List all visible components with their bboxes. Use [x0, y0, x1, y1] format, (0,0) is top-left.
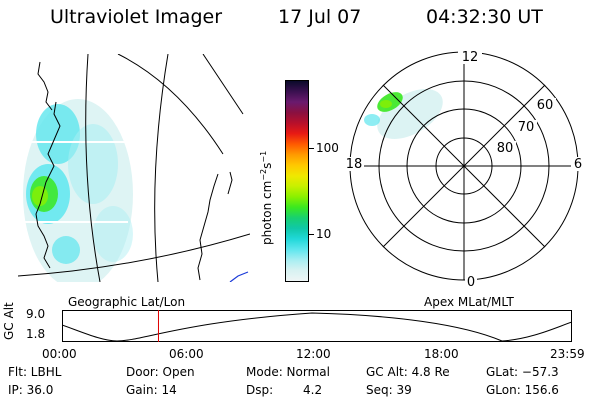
mlt-label-12: 12 [462, 50, 479, 65]
mlt-label-0: 0 [467, 275, 475, 290]
tick-100-mark [308, 148, 314, 149]
instrument-title: Ultraviolet Imager [50, 6, 223, 28]
geographic-map [18, 54, 250, 282]
alt-tick-1-8: 1.8 [26, 327, 46, 341]
label-bg-18 [340, 157, 364, 171]
colorbar-tick-100: 100 [316, 141, 339, 155]
time-tick-0600: 06:00 [169, 347, 204, 361]
time-label: 04:32:30 UT [426, 6, 543, 28]
gc-alt-info: GC Alt: 4.8 Re [366, 365, 450, 379]
time-tick-1800: 18:00 [424, 347, 459, 361]
coastline-blue [229, 271, 249, 282]
dsp-label: Dsp: [246, 383, 274, 397]
colorbar-unit-label: photon cm−2s−1 [259, 150, 274, 245]
flt-info: Flt: LBHL [8, 365, 62, 379]
date-label: 17 Jul 07 [278, 6, 362, 28]
mlt-label-6: 6 [574, 157, 582, 172]
door-info: Door: Open [126, 365, 195, 379]
lat-label-80: 80 [497, 141, 514, 156]
label-bg-70 [515, 120, 537, 134]
mlt-label-18: 18 [346, 157, 363, 172]
scan-gaps [18, 141, 128, 223]
aurora-emission-left [23, 99, 133, 282]
altitude-frame [62, 310, 572, 342]
gain-info: Gain: 14 [126, 383, 177, 397]
label-bg-0 [465, 275, 477, 289]
mode-info: Mode: Normal [246, 365, 330, 379]
alt-tick-9: 9.0 [26, 307, 46, 321]
altitude-axis-label: GC Alt [2, 302, 16, 340]
geographic-caption: Geographic Lat/Lon [68, 295, 186, 309]
label-bg-12 [458, 50, 482, 64]
label-bg-6 [571, 157, 585, 171]
colorbar-tick-10: 10 [316, 227, 332, 241]
label-bg-80 [494, 141, 516, 155]
coastline [35, 61, 233, 281]
glon-info: GLon: 156.6 [486, 383, 559, 397]
color-scale-gradient [286, 81, 308, 281]
color-scale-bar [285, 80, 309, 282]
lat-lon-grid [18, 54, 250, 282]
time-tick-1200: 12:00 [296, 347, 331, 361]
polar-grid [349, 51, 579, 281]
aurora-emission-polar [364, 89, 443, 139]
altitude-curve [62, 312, 572, 342]
ip-info: IP: 36.0 [8, 383, 54, 397]
time-tick-2359: 23:59 [550, 347, 585, 361]
time-tick-0000: 00:00 [42, 347, 77, 361]
lat-label-70: 70 [518, 120, 535, 135]
polar-plot: 12 18 6 0 60 70 80 [340, 50, 585, 290]
glat-info: GLat: −57.3 [486, 365, 559, 379]
label-bg-60 [534, 98, 556, 112]
apex-caption: Apex MLat/MLT [424, 295, 514, 309]
seq-info: Seq: 39 [366, 383, 412, 397]
altitude-strip [62, 310, 572, 342]
lat-label-60: 60 [537, 98, 554, 113]
tick-10-mark [308, 234, 314, 235]
dsp-value: 4.2 [303, 383, 323, 397]
